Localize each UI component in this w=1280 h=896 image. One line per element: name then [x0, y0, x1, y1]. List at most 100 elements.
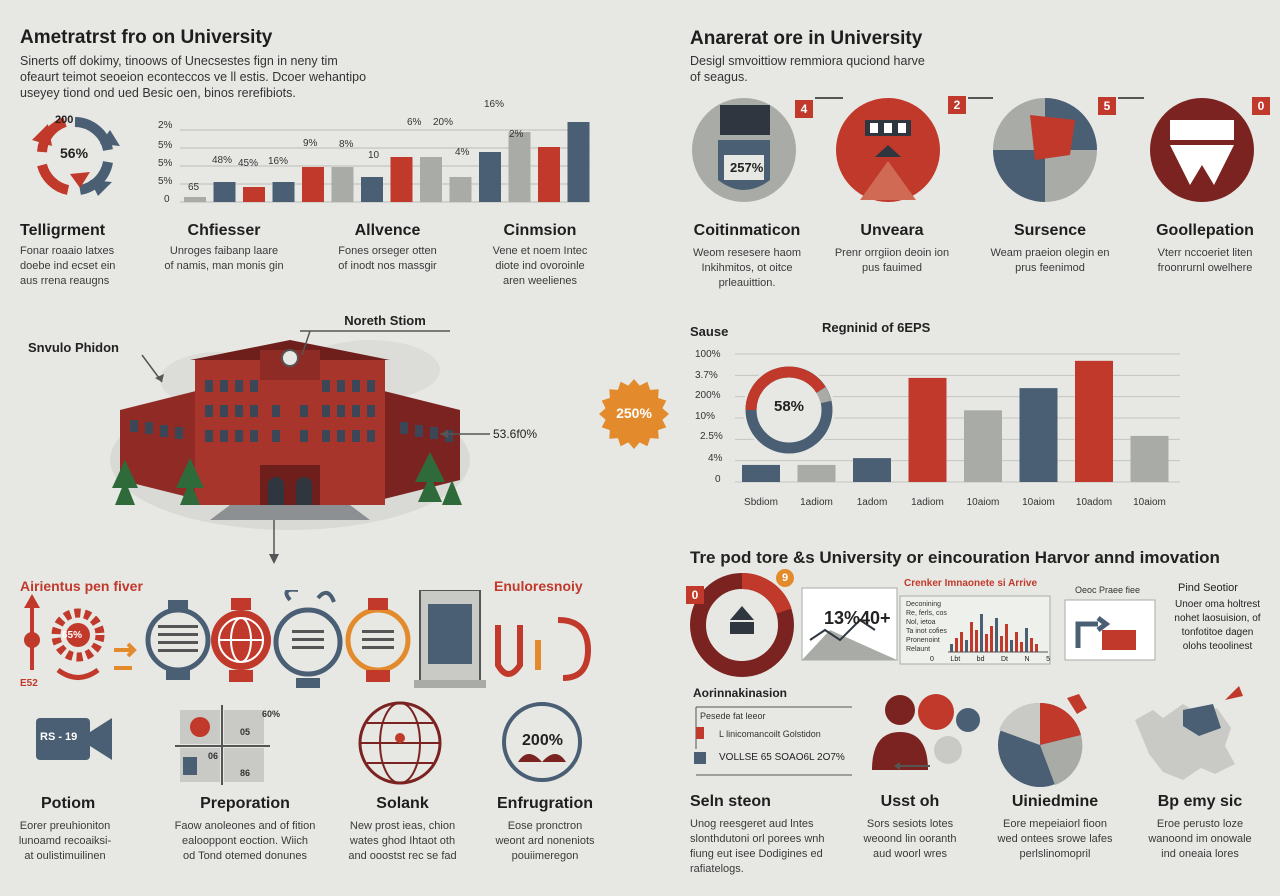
mini-bar — [960, 632, 963, 652]
mini-bar — [1000, 636, 1003, 652]
desc-line: ind oneaia lores — [1161, 848, 1239, 860]
bar — [908, 377, 947, 482]
mini-bar — [985, 634, 988, 652]
building-label-left: Snvulo Phidon — [28, 340, 119, 355]
bar — [1130, 435, 1169, 482]
building-label-top: Noreth Stiom — [344, 313, 426, 328]
category-label: Preporation — [200, 795, 290, 812]
category-desc: Weam praeion olegin en prus feenimod — [980, 246, 1120, 276]
desc-line: New prost ieas, chion — [349, 820, 456, 832]
x-tick-label: 10adom — [1076, 497, 1112, 508]
desc-line: and ooostst rec se fad — [348, 850, 457, 862]
percent-ring-icon — [502, 702, 582, 782]
bar — [853, 458, 891, 482]
category-desc: Eore mepeiaiorl fioon wed ontees srowe l… — [990, 817, 1120, 862]
burst-shape — [599, 379, 669, 449]
callout-arrow-icon — [141, 354, 164, 383]
burst-value: 250% — [616, 405, 652, 421]
bar-data-label: 65 — [188, 182, 200, 193]
desc-line: froonrurnl owelhere — [1157, 262, 1253, 274]
desc-line: lunoamd recoaiksi- — [18, 835, 112, 847]
dashboard-row — [690, 572, 1156, 677]
desc-line: nohet laosuision, of — [1174, 613, 1261, 624]
category-telligrment: Telligrment Fonar roaaio latxes doebe in… — [20, 222, 120, 289]
gear-value: 65% — [62, 630, 83, 641]
donut-chart — [743, 364, 835, 456]
desc-line: aus rrena reaugns — [20, 275, 110, 287]
admin-panel — [694, 706, 852, 776]
right-bar-chart: Sbdiom 1adiom 1adom 1adiom 10aiom 10aiom 10ado… — [690, 340, 1190, 515]
chart2-title: Regninid of 6EPS — [822, 320, 931, 335]
desc-line: at oulistimuilinen — [24, 850, 106, 862]
circle-cat-unveara: Unveara Prenr orrgiion deoin ion pus fau… — [827, 222, 957, 276]
axis-label: 0 — [930, 656, 934, 663]
badge-connector — [968, 97, 993, 99]
admin-caption: Pesede fat leeor — [700, 711, 766, 721]
desc-line: Eose pronctron — [507, 820, 583, 832]
y-tick: 2% — [158, 120, 173, 131]
axis-label: 5 — [1046, 656, 1050, 663]
desc-line: ealooppont eoction. Wiich — [182, 835, 308, 847]
bar-data-label: 16% — [484, 99, 505, 110]
mini-bar — [975, 630, 978, 652]
category-cinmsion: Cinmsion Vene et noem Intec diote ind ov… — [480, 222, 600, 289]
y-tick: 0 — [715, 474, 721, 485]
desc-line: prus feenimod — [1015, 262, 1085, 274]
desc-line: Eroe perusto loze — [1156, 818, 1244, 830]
quad-value: 60% — [262, 709, 281, 719]
category-desc: Eroe perusto loze wanoond im onowale ind… — [1140, 817, 1260, 862]
desc-line: Fones orseger otten — [338, 245, 437, 257]
desc-line: Sors sesiots lotes — [866, 818, 954, 830]
category-desc: Eorer preuhioniton lunoamd recoaiksi- at… — [15, 819, 115, 864]
y-tick: 2.5% — [700, 431, 723, 442]
legend-item: Nol, ietoa — [906, 619, 936, 626]
desc-line: weoond lin ooranth — [863, 833, 957, 845]
quad-grid-icon — [175, 705, 270, 785]
y-tick: 3.7% — [695, 370, 718, 381]
desc-line: Unog reesgeret aud lntes — [690, 818, 814, 830]
map-icon — [1135, 686, 1243, 780]
desc-line: prleauittion. — [718, 277, 776, 289]
category-desc: Fonar roaaio latxes doebe ind ecset ein … — [20, 244, 120, 289]
desc-line: Vene et noem Intec — [492, 245, 588, 257]
badge-connector — [1118, 97, 1144, 99]
bar-data-label: 9% — [303, 138, 318, 149]
category-label: Cinmsion — [503, 222, 577, 239]
desc-line: aren weelienes — [503, 275, 577, 287]
mini-bar — [1030, 638, 1033, 652]
mini-bar — [950, 644, 953, 652]
category-label: Goollepation — [1156, 222, 1254, 239]
bar — [449, 177, 472, 202]
desc-line: perlslinomopril — [1019, 848, 1091, 860]
desc-line: pouiimeregon — [511, 850, 579, 862]
category-label: Unveara — [860, 222, 924, 239]
desc-line: wates ghod Ihtaot oth — [349, 835, 456, 847]
admin-title: Aorinnakinasion — [693, 686, 788, 700]
bar — [538, 147, 560, 202]
badge-connector — [815, 97, 843, 99]
orange-dot-badge: 9 — [776, 569, 794, 587]
mini-bar — [970, 622, 973, 652]
desc-line: Prenr orrgiion deoin ion — [834, 247, 950, 259]
circle-cat-coitinmaticon: Coitinmaticon Weom resesere haom Inkihmi… — [682, 222, 812, 291]
category-label: Telligrment — [20, 222, 106, 239]
mini-bar — [980, 614, 983, 652]
ring-percent-value: 200% — [522, 732, 563, 749]
donut-value: 58% — [773, 398, 805, 415]
donut-segment — [745, 366, 790, 411]
number-badge: 5 — [1098, 97, 1116, 115]
bar — [964, 410, 1002, 482]
desc-line: Fonar roaaio latxes — [20, 245, 115, 257]
bottom-cat-enfrugration: Enfrugration Eose pronctron weont ard no… — [485, 795, 605, 864]
category-label: Solank — [376, 795, 429, 812]
desc-line: weont ard noneniots — [495, 835, 595, 847]
bar-data-label: 10 — [368, 150, 380, 161]
desc-line: tonfotitoe dagen — [1181, 627, 1254, 638]
category-label: Allvence — [354, 222, 421, 239]
subtitle-line: Sinerts off dokimy, tinoows of Unecseste… — [20, 54, 338, 68]
x-tick-label: 10aiom — [1022, 497, 1055, 508]
x-tick-label: Sbdiom — [744, 497, 778, 508]
orange-burst-badge — [599, 379, 669, 449]
process-label-right: Enuloresnoiy — [494, 578, 583, 594]
quad-value: 05 — [240, 727, 251, 737]
